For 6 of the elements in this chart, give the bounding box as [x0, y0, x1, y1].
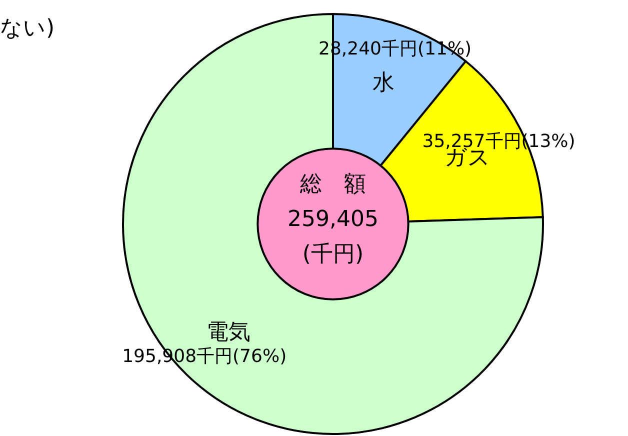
slice-label: 水	[372, 70, 394, 96]
text: (千円)	[302, 242, 364, 267]
text: ない)	[0, 16, 55, 41]
text: 259,405	[288, 207, 378, 232]
slice-label: 電気	[206, 320, 251, 345]
text: 総 額	[299, 172, 366, 197]
